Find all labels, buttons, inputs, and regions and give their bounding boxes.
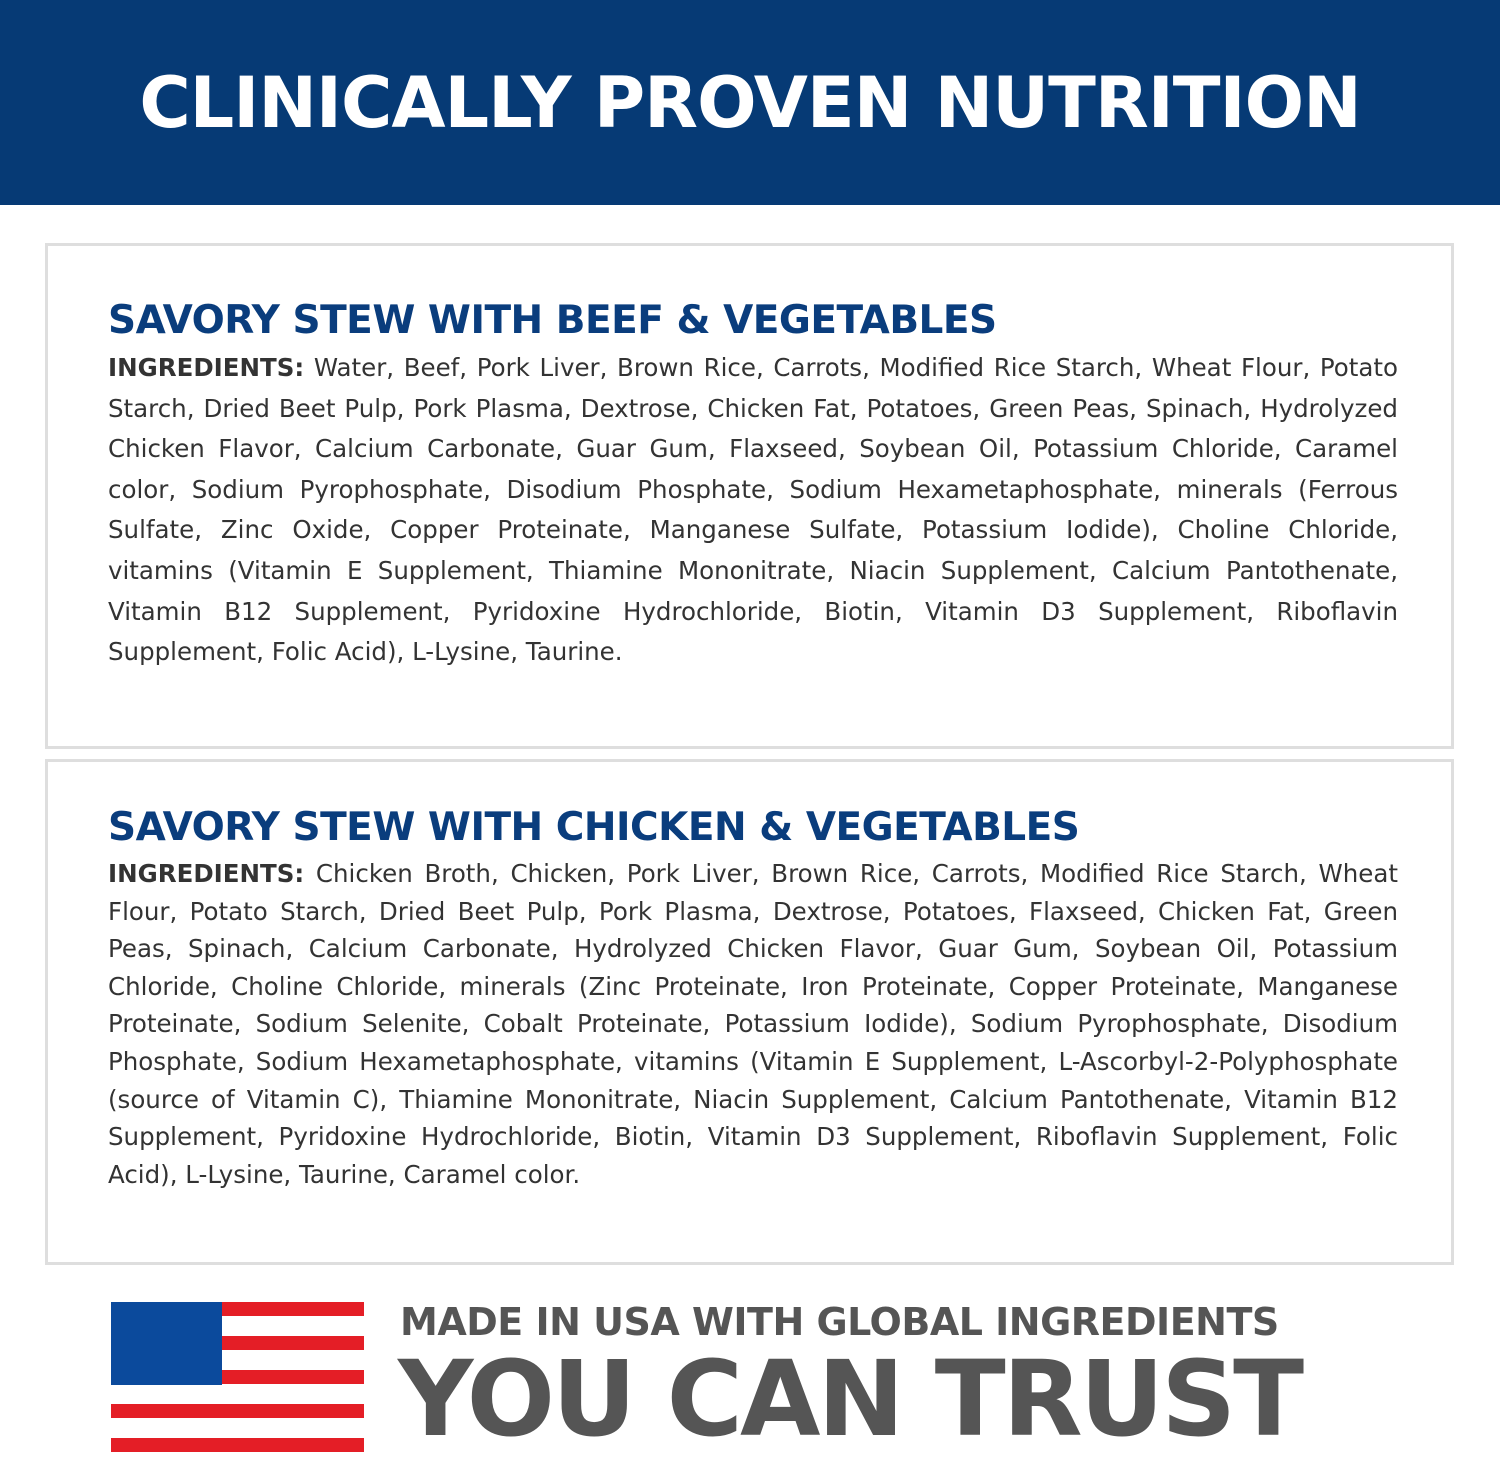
page-title: CLINICALLY PROVEN NUTRITION bbox=[139, 61, 1361, 144]
ingredients-list: Chicken Broth, Chicken, Pork Liver, Brow… bbox=[108, 859, 1398, 1189]
header-banner: CLINICALLY PROVEN NUTRITION bbox=[0, 0, 1500, 205]
ingredients-list: Water, Beef, Pork Liver, Brown Rice, Car… bbox=[108, 353, 1398, 667]
product-card-chicken: SAVORY STEW WITH CHICKEN & VEGETABLES IN… bbox=[45, 759, 1454, 1265]
ingredients-label: INGREDIENTS: bbox=[108, 353, 305, 382]
flag-canton bbox=[111, 1302, 222, 1385]
ingredients-label: INGREDIENTS: bbox=[108, 859, 305, 888]
trust-text: YOU CAN TRUST bbox=[398, 1338, 1304, 1460]
product-card-beef: SAVORY STEW WITH BEEF & VEGETABLES INGRE… bbox=[45, 243, 1454, 749]
product-name: SAVORY STEW WITH BEEF & VEGETABLES bbox=[108, 298, 997, 343]
flag-stripe bbox=[111, 1404, 364, 1418]
ingredients-text: INGREDIENTS: Chicken Broth, Chicken, Por… bbox=[108, 855, 1398, 1193]
ingredients-text: INGREDIENTS: Water, Beef, Pork Liver, Br… bbox=[108, 348, 1398, 673]
made-in-usa-text: MADE IN USA WITH GLOBAL INGREDIENTS bbox=[400, 1300, 1279, 1344]
flag-stripe bbox=[111, 1438, 364, 1452]
usa-flag-icon bbox=[111, 1302, 364, 1452]
product-name: SAVORY STEW WITH CHICKEN & VEGETABLES bbox=[108, 805, 1080, 850]
